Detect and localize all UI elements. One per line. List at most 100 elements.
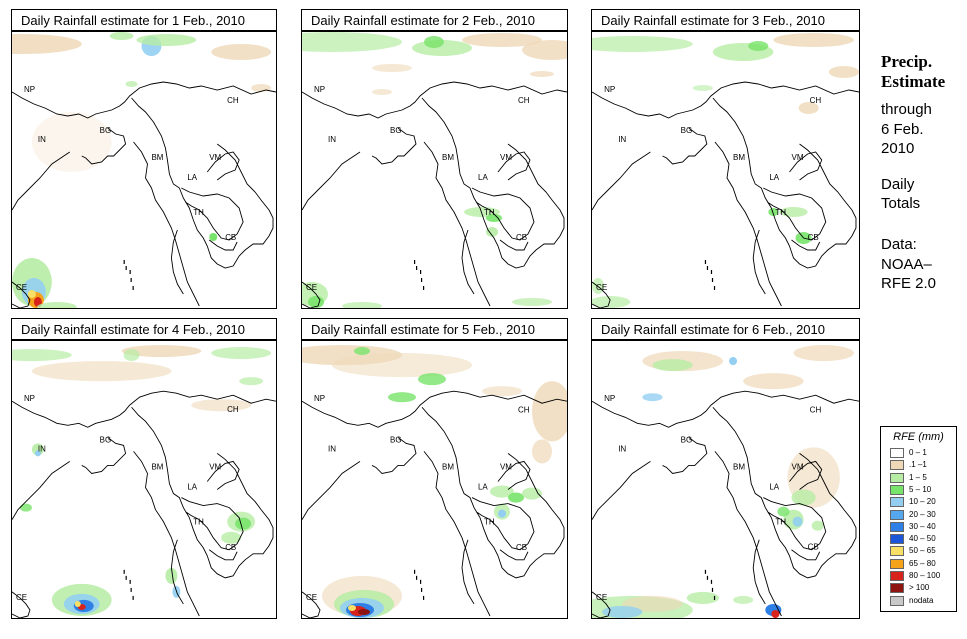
rainfall-areas [302,32,567,308]
country-code-ch: CH [810,405,822,414]
country-code-in: IN [328,135,336,144]
rainfall-area [792,516,803,527]
rainfall-area [211,44,272,60]
country-code-bg: BG [681,126,693,135]
country-code-vm: VM [500,153,512,162]
rainfall-area [27,290,36,298]
country-code-th: TH [193,518,204,527]
legend-swatch [890,595,904,606]
rainfall-area [12,349,72,362]
country-code-bg: BG [390,435,402,444]
rainfall-area [125,81,138,87]
country-code-vm: VM [791,153,803,162]
country-code-cb: CB [808,233,819,242]
rainfall-area [729,357,738,366]
island [423,286,425,290]
island [416,266,418,270]
country-borders [592,81,859,308]
rainfall-area [165,567,178,584]
country-code-ce: CE [306,283,317,292]
island [713,286,716,290]
island [130,278,132,282]
country-code-th: TH [775,518,786,527]
rainfall-area [74,600,81,607]
island [423,595,425,600]
legend-label: 1 – 5 [909,472,927,482]
island [704,260,707,264]
map-canvas: NP CH IN BG BM VM LA TH CB CE [592,345,859,618]
rainfall-area [31,361,172,382]
rainfall-area [221,531,242,544]
rainfall-area [482,386,522,397]
rainfall-map: NP CH IN BG BM VM LA TH CB CE [591,31,860,309]
rainfall-area [302,32,402,52]
country-code-cb: CB [225,543,236,552]
rainfall-area [498,509,506,518]
legend-swatch [890,534,904,545]
rainfall-area [622,595,683,612]
country-code-bg: BG [100,435,112,444]
country-code-vm: VM [209,462,221,471]
legend-swatch [890,558,904,569]
rainfall-area [743,373,804,390]
rainfall-area [748,41,769,51]
rainfall-area [602,605,643,618]
rainfall-area [12,34,82,54]
country-code-cb: CB [225,233,236,242]
rainfall-area [372,89,392,95]
island [710,270,713,274]
island [416,575,418,580]
rainfall-area [530,71,554,77]
country-code-la: LA [478,483,488,492]
country-code-np: NP [604,85,615,94]
country-code-bm: BM [733,462,745,471]
legend-swatch [890,571,904,581]
heading-line-1: Precip. [881,52,933,71]
rainfall-area [791,489,816,506]
island [132,595,134,600]
rainfall-area [109,32,134,40]
rainfall-area [34,450,41,457]
rainfall-area [798,102,819,114]
rainfall-area [522,487,542,500]
country-code-np: NP [314,85,325,94]
country-code-ce: CE [596,283,607,292]
country-borders [302,81,567,308]
data-source-line-2: RFE 2.0 [881,275,937,292]
legend-label: .1 –1 [909,460,927,470]
country-code-ce: CE [306,593,317,602]
rainfall-areas [302,345,567,618]
rainfall-area [486,227,498,237]
rainfall-map: NP CH IN BG BM VM LA TH CB CE [11,340,277,619]
island [420,270,422,274]
country-code-bg: BG [390,126,402,135]
legend-swatch [890,509,904,520]
legend-label: 50 – 65 [909,546,936,556]
panel-title: Daily Rainfall estimate for 3 Feb., 2010 [591,9,860,31]
island [125,266,127,270]
rainfall-area [424,36,444,48]
island [421,587,423,592]
island [414,260,416,264]
legend-swatch [890,521,904,532]
country-code-th: TH [484,518,495,527]
country-code-in: IN [38,444,46,453]
panel-title: Daily Rainfall estimate for 4 Feb., 2010 [11,318,277,340]
legend-swatch [890,497,904,508]
legend-label: 65 – 80 [909,558,936,568]
rainfall-area [36,302,77,308]
rainfall-area [811,520,824,531]
country-code-np: NP [314,394,325,403]
legend-label: > 100 [909,583,930,593]
end-date-line-2: 2010 [881,140,915,157]
map-canvas: NP CH IN BG BM VM LA TH CB CE [12,345,276,618]
country-code-la: LA [769,483,779,492]
heading-line-2: Estimate [881,72,946,91]
rainfall-area [235,517,252,530]
rainfall-area [793,345,854,362]
rainfall-area [31,443,44,456]
panel-title: Daily Rainfall estimate for 1 Feb., 2010 [11,9,277,31]
country-code-cb: CB [516,543,527,552]
rainfall-area [592,36,693,52]
legend-swatch [890,583,904,594]
